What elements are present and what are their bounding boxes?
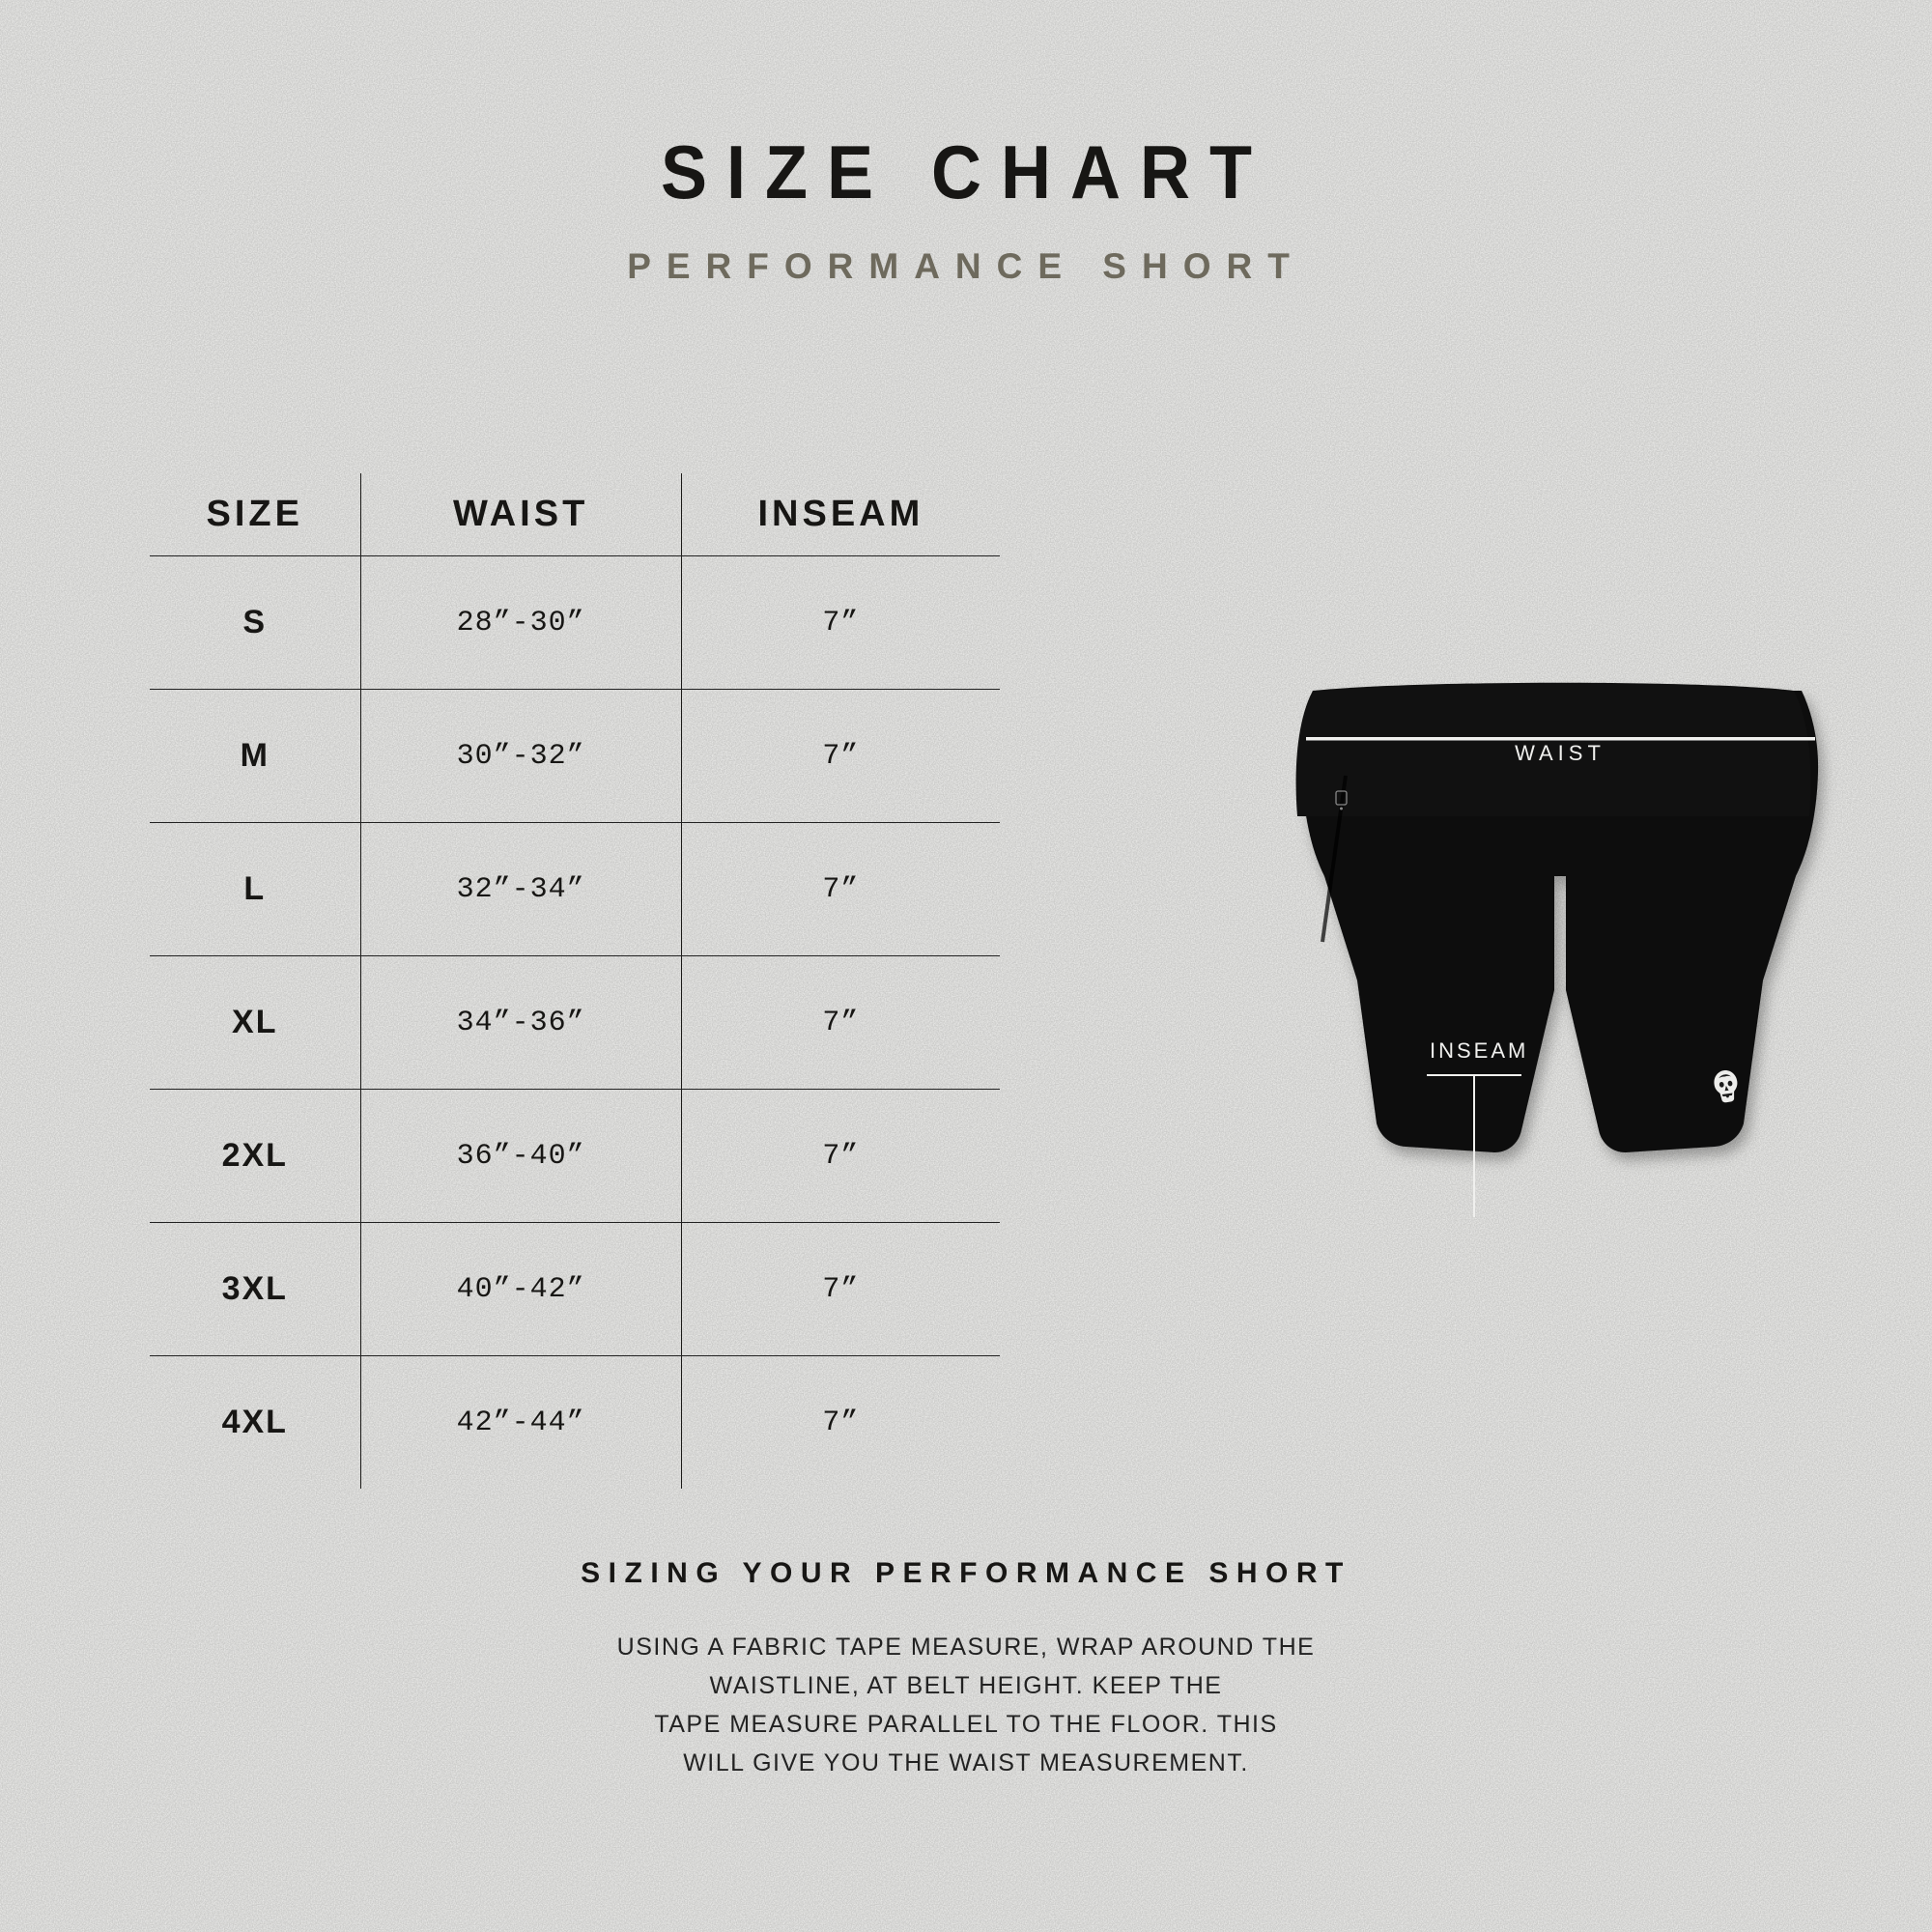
svg-text:WAIST: WAIST — [1515, 741, 1605, 765]
svg-text:INSEAM: INSEAM — [1430, 1038, 1528, 1063]
